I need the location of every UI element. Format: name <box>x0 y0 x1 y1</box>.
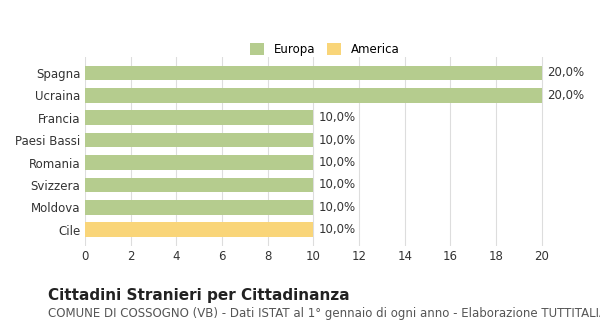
Bar <box>85 200 313 215</box>
Bar <box>85 133 313 148</box>
Bar <box>85 110 313 125</box>
Bar <box>85 178 313 192</box>
Text: 10,0%: 10,0% <box>319 111 356 124</box>
Text: 10,0%: 10,0% <box>319 156 356 169</box>
Text: 10,0%: 10,0% <box>319 201 356 214</box>
Text: 20,0%: 20,0% <box>547 89 584 102</box>
Text: 10,0%: 10,0% <box>319 134 356 147</box>
Text: 20,0%: 20,0% <box>547 67 584 79</box>
Text: Cittadini Stranieri per Cittadinanza: Cittadini Stranieri per Cittadinanza <box>48 288 350 303</box>
Text: COMUNE DI COSSOGNO (VB) - Dati ISTAT al 1° gennaio di ogni anno - Elaborazione T: COMUNE DI COSSOGNO (VB) - Dati ISTAT al … <box>48 307 600 320</box>
Bar <box>85 222 313 237</box>
Bar <box>85 155 313 170</box>
Bar <box>85 66 542 80</box>
Bar <box>85 88 542 103</box>
Text: 10,0%: 10,0% <box>319 223 356 236</box>
Text: 10,0%: 10,0% <box>319 179 356 191</box>
Legend: Europa, America: Europa, America <box>245 38 404 61</box>
